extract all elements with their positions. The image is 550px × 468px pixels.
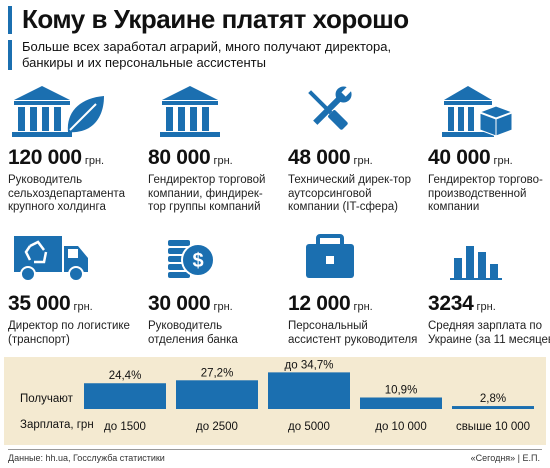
- subtitle-accent-bar: [8, 40, 12, 70]
- bar-chart-icon: [428, 228, 548, 286]
- row-label-receive: Получают: [20, 393, 73, 405]
- card-unit: грн.: [476, 301, 496, 313]
- salary-card-production-director: 40 000 грн. Гендиректор торгово-производс…: [428, 82, 550, 213]
- bar-value-label: до 34,7%: [285, 359, 334, 371]
- card-amount: 120 000: [8, 146, 82, 169]
- recycling-truck-icon: [8, 228, 128, 286]
- salary-distribution-chart: Получают Зарплата, грн 24,4% до 1500 27,2%…: [4, 357, 546, 445]
- bar-category-label: до 1500: [104, 421, 146, 433]
- salary-card-assistant: 12 000 грн. Персональный ассистент руково…: [288, 228, 418, 353]
- wrench-screwdriver-icon: [288, 82, 408, 140]
- distribution-bar: [84, 383, 166, 409]
- card-amount: 3234: [428, 292, 474, 315]
- card-description: Гендиректор торговой компании, финдирек-…: [148, 174, 266, 213]
- salary-card-bank-branch: $ 30 000 грн. Руководитель отделения банк…: [148, 228, 278, 353]
- distribution-bar: [360, 397, 442, 409]
- page-title: Кому в Украине платят хорошо: [22, 4, 409, 34]
- salary-card-trade-director: 80 000 грн. Гендиректор торговой компании…: [148, 82, 278, 213]
- card-description: Гендиректор торгово-производственной ком…: [428, 174, 543, 213]
- salary-card-logistics: 35 000 грн. Директор по логистике (трансп…: [8, 228, 138, 353]
- briefcase-icon: [288, 228, 408, 286]
- salary-card-average: 3234 грн. Средняя зарплата по Украине (за…: [428, 228, 550, 353]
- card-unit: грн.: [84, 155, 105, 167]
- bar-category-label: до 10 000: [375, 421, 426, 433]
- bar-value-label: 27,2%: [201, 367, 234, 379]
- card-amount: 12 000: [288, 292, 351, 315]
- card-amount: 40 000: [428, 146, 491, 169]
- bar-value-label: 2,8%: [480, 393, 506, 405]
- page-subtitle: Больше всех заработал аграрий, много пол…: [22, 39, 392, 70]
- salary-card-it-director: 48 000 грн. Технический дирек-тор аутсорс…: [288, 82, 418, 213]
- bar-category-label: до 2500: [196, 421, 238, 433]
- card-description: Персональный ассистент руководителя: [288, 320, 418, 346]
- distribution-bar: [452, 406, 534, 409]
- bar-value-label: 10,9%: [385, 384, 418, 396]
- card-unit: грн.: [353, 301, 373, 313]
- distribution-bars: 24,4% до 1500 27,2% до 2500 до 34,7% до 5000 1…: [84, 359, 534, 433]
- card-description: Директор по логистике (транспорт): [8, 320, 130, 346]
- row-label-salary: Зарплата, грн: [20, 419, 94, 431]
- bank-leaf-icon: [8, 82, 128, 140]
- card-unit: грн.: [353, 155, 373, 167]
- footer-divider: [8, 449, 542, 450]
- card-description: Технический дирек-тор аутсорсинговой ком…: [288, 174, 411, 213]
- distribution-bar: [176, 380, 258, 409]
- card-description: Руководитель сельхоздепартамента крупног…: [8, 174, 125, 213]
- bank-box-icon: [428, 82, 548, 140]
- card-unit: грн.: [493, 155, 513, 167]
- card-description: Руководитель отделения банка: [148, 320, 238, 346]
- bank-icon: [148, 82, 268, 140]
- coins-dollar-icon: $: [148, 228, 268, 286]
- card-amount: 80 000: [148, 146, 211, 169]
- credit-note: «Сегодня» | Е.П.: [470, 453, 540, 463]
- card-description: Средняя зарплата по Украине (за 11 месяц…: [428, 320, 550, 346]
- distribution-bar: [268, 372, 350, 409]
- title-accent-bar: [8, 6, 12, 34]
- card-unit: грн.: [73, 301, 93, 313]
- card-amount: 30 000: [148, 292, 211, 315]
- bar-category-label: свыше 10 000: [456, 421, 530, 433]
- bar-category-label: до 5000: [288, 421, 330, 433]
- salary-card-agro: 120 000 грн. Руководитель сельхоздепартам…: [8, 82, 138, 213]
- card-amount: 48 000: [288, 146, 351, 169]
- bar-value-label: 24,4%: [109, 370, 142, 382]
- card-unit: грн.: [213, 155, 233, 167]
- svg-text:$: $: [192, 250, 203, 272]
- card-amount: 35 000: [8, 292, 71, 315]
- card-unit: грн.: [213, 301, 233, 313]
- source-note: Данные: hh.ua, Госслужба статистики: [8, 453, 165, 463]
